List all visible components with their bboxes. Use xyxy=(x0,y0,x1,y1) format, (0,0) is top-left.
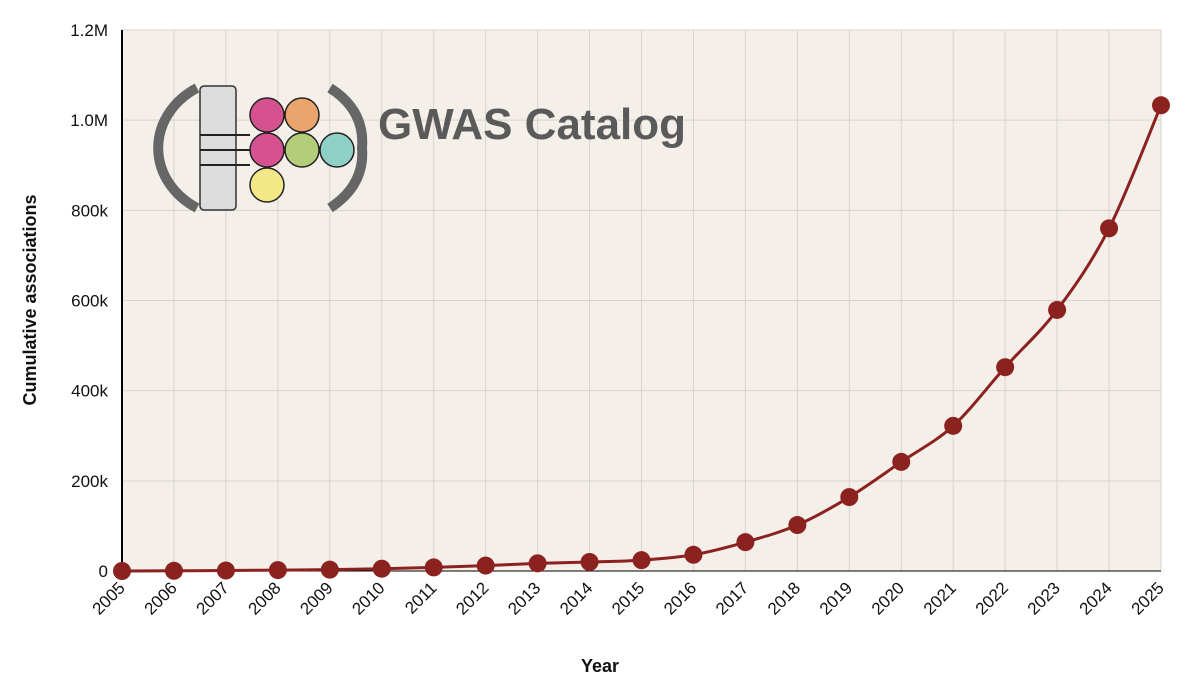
point xyxy=(268,561,287,580)
x-tick-label: 2025 xyxy=(1128,578,1168,618)
x-tick-label: 2021 xyxy=(920,578,960,618)
x-tick-label: 2008 xyxy=(244,578,284,618)
x-tick-label: 2005 xyxy=(89,578,129,618)
x-tick-label: 2020 xyxy=(868,578,908,618)
x-tick-label: 2022 xyxy=(972,578,1012,618)
point xyxy=(216,561,235,580)
point xyxy=(1152,96,1170,115)
x-tick-label: 2013 xyxy=(504,578,544,618)
logo-dot xyxy=(284,132,320,168)
point xyxy=(1100,219,1119,238)
logo-chromosome xyxy=(199,85,237,211)
x-tick-label: 2019 xyxy=(816,578,856,618)
x-tick-label: 2010 xyxy=(348,578,388,618)
point xyxy=(164,561,183,580)
y-tick-label: 600k xyxy=(71,292,108,311)
logo-dot xyxy=(249,97,285,133)
x-tick-label: 2014 xyxy=(556,578,596,618)
logo: GWAS Catalog xyxy=(153,83,686,213)
logo-bracket xyxy=(327,83,368,213)
logo-bracket xyxy=(153,83,200,213)
point xyxy=(632,551,651,570)
x-tick-label: 2011 xyxy=(401,578,440,617)
y-tick-label: 200k xyxy=(71,472,108,491)
x-tick-label: 2009 xyxy=(296,578,336,618)
point xyxy=(424,558,443,577)
point xyxy=(684,545,703,564)
y-axis-label: Cumulative associations xyxy=(20,194,40,405)
grid xyxy=(121,29,1162,572)
x-tick-label: 2007 xyxy=(193,578,233,618)
point xyxy=(528,554,547,573)
logo-text: GWAS Catalog xyxy=(378,100,686,149)
logo-dot xyxy=(319,132,355,168)
point xyxy=(840,488,859,507)
y-tick-label: 0 xyxy=(99,562,108,581)
y-tick-label: 800k xyxy=(71,201,108,220)
point xyxy=(320,560,339,579)
point xyxy=(476,556,495,575)
x-tick-label: 2006 xyxy=(141,578,181,618)
y-tick-label: 1.2M xyxy=(70,21,108,40)
line xyxy=(121,104,1163,573)
x-tick-label: 2023 xyxy=(1024,578,1064,618)
point xyxy=(892,452,911,471)
logo-dot xyxy=(249,132,285,168)
y-tick-label: 400k xyxy=(71,382,108,401)
y-tick-label: 1.0M xyxy=(70,111,108,130)
logo-dot xyxy=(249,167,285,203)
x-tick-label: 2017 xyxy=(712,578,752,618)
point xyxy=(372,559,391,578)
point xyxy=(736,533,755,552)
x-tick-label: 2012 xyxy=(452,578,492,618)
x-tick-label: 2018 xyxy=(764,578,804,618)
point xyxy=(944,416,963,435)
point xyxy=(996,358,1015,377)
point xyxy=(113,562,131,580)
x-axis-label: Year xyxy=(581,656,619,676)
x-tick-label: 2016 xyxy=(660,578,700,618)
x-tick-label: 2015 xyxy=(608,578,648,618)
x-tick-label: 2024 xyxy=(1076,578,1116,618)
point xyxy=(1048,300,1067,319)
logo-dot xyxy=(284,97,320,133)
point xyxy=(788,516,807,535)
point xyxy=(580,552,599,571)
